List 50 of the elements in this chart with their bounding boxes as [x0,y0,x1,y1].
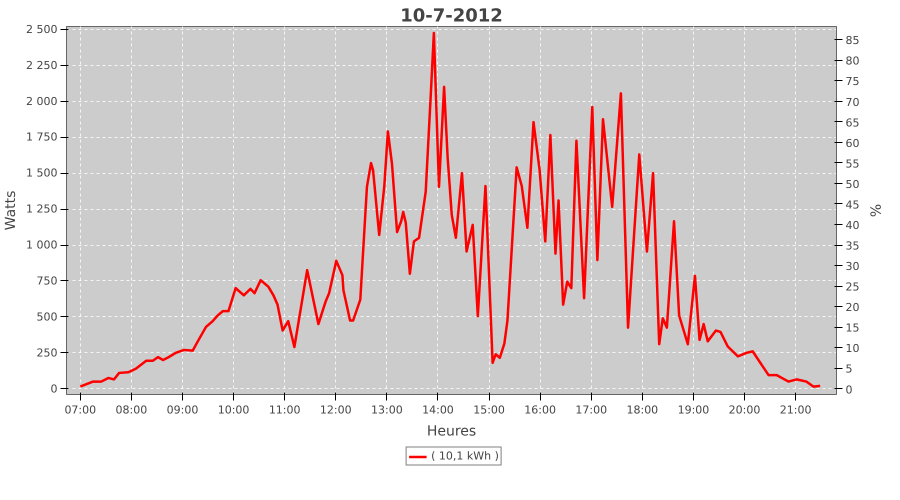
x-tick-label: 08:00 [116,404,148,416]
y2-tick-label: 20 [846,301,860,314]
y-tick-label: 500 [36,310,58,324]
y2-tick-label: 55 [846,157,860,170]
y2-tick-label: 10 [846,342,860,356]
legend-label: ( 10,1 kWh ) [431,450,499,462]
x-tick-label: 10:00 [218,404,250,416]
y-tick-label: 2 250 [26,58,58,72]
y2-tick-label: 0 [846,383,852,396]
x-tick-label: 13:00 [371,404,403,416]
x-tick-label: 17:00 [575,404,608,416]
y-tick-label: 2 500 [26,22,58,36]
chart-title: 10-7-2012 [400,6,503,26]
x-tick-label: 15:00 [473,404,505,416]
y2-tick-label: 30 [846,260,860,274]
y2-axis-title: % [866,204,882,218]
line-series [79,32,822,388]
x-tick-label: 19:00 [678,404,710,416]
y-axis-title: Watts [3,190,20,230]
y2-tick-label: 25 [846,280,860,294]
y-tick-label: 1 000 [26,238,58,252]
y-tick-label: 1 250 [26,202,58,216]
x-tick-label: 20:00 [728,404,760,416]
y2-tick-label: 85 [846,34,860,48]
y2-tick-label: 65 [846,116,860,130]
y2-tick-label: 70 [846,96,860,109]
y2-tick-label: 35 [846,240,860,252]
y-tick-label: 250 [36,346,58,360]
x-tick-label: 14:00 [422,404,454,416]
y2-tick-label: 5 [846,362,852,376]
x-tick-label: 12:00 [320,404,352,416]
y-tick-label: 0 [50,382,58,396]
x-tick-label: 11:00 [268,404,301,416]
y2-tick-label: 15 [846,322,860,335]
y2-tick-label: 60 [846,136,860,150]
y2-tick-label: 50 [846,178,860,191]
x-tick-label: 09:00 [166,404,198,416]
y2-tick-label: 45 [846,198,860,212]
y2-tick-label: 75 [846,75,860,88]
x-tick-label: 07:00 [64,404,96,416]
x-tick-label: 21:00 [780,404,812,416]
x-tick-label: 18:00 [626,404,658,416]
y-tick-label: 1 500 [26,166,58,180]
y-tick-label: 2 000 [26,94,58,108]
x-axis-title: Heures [426,424,476,440]
y2-tick-label: 80 [846,54,860,68]
x-tick-label: 16:00 [524,404,556,416]
y2-tick-label: 40 [846,218,860,232]
y-tick-label: 750 [36,274,58,288]
y-tick-label: 1 750 [26,130,58,144]
